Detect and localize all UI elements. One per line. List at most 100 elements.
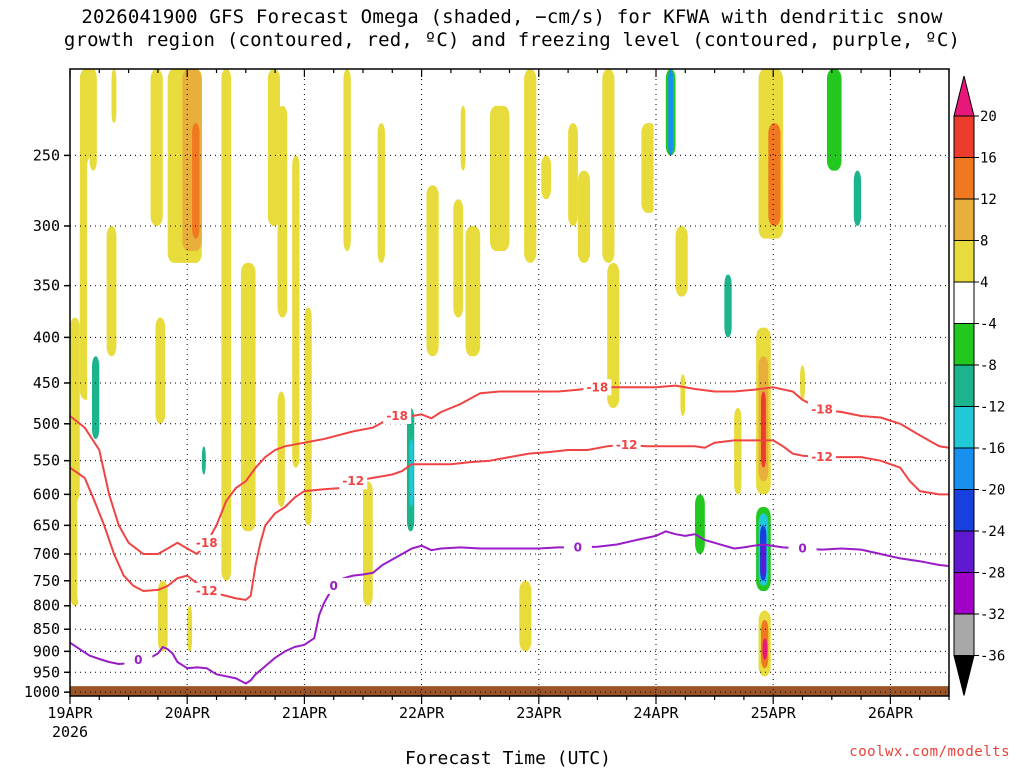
y-tick-label: 750 bbox=[33, 572, 60, 590]
colorbar-swatch bbox=[953, 406, 975, 449]
y-tick-label: 700 bbox=[33, 545, 60, 563]
omega-blob bbox=[519, 580, 532, 652]
omega-blob bbox=[870, 262, 881, 286]
omega-blob bbox=[267, 69, 280, 226]
omega-blob bbox=[541, 155, 552, 200]
chart-title: 2026041900 GFS Forecast Omega (shaded, −… bbox=[0, 6, 1024, 52]
colorbar-label: 16 bbox=[980, 151, 997, 167]
omega-blob bbox=[277, 391, 285, 508]
omega-blob bbox=[460, 105, 466, 171]
colorbar-swatch bbox=[953, 240, 975, 283]
contour-label: -12 bbox=[811, 450, 833, 464]
omega-blob bbox=[111, 69, 117, 124]
omega-blob bbox=[695, 494, 705, 555]
omega-blob bbox=[304, 307, 312, 526]
contour-label-bg bbox=[192, 534, 221, 551]
omega-blob bbox=[292, 155, 300, 468]
colorbar-swatch bbox=[953, 115, 975, 158]
omega-blob bbox=[450, 69, 456, 213]
colorbar-top-arrow bbox=[953, 75, 975, 117]
contour-label-bg bbox=[124, 651, 153, 668]
contour-label-bg bbox=[563, 539, 592, 556]
omega-blob bbox=[106, 225, 117, 357]
y-tick-label: 950 bbox=[33, 663, 60, 681]
omega-blob bbox=[441, 123, 449, 286]
contour-line bbox=[70, 439, 949, 601]
colorbar-label: -24 bbox=[980, 524, 1005, 540]
colorbar-swatch bbox=[953, 281, 975, 324]
omega-blob bbox=[438, 494, 447, 555]
colorbar-swatch bbox=[953, 613, 975, 656]
x-tick-label: 20APR bbox=[165, 704, 211, 722]
omega-blob bbox=[734, 407, 742, 495]
omega-blob bbox=[409, 438, 414, 508]
y-tick-label: 500 bbox=[33, 415, 60, 433]
omega-blob bbox=[363, 481, 373, 606]
contour-label: -18 bbox=[587, 380, 609, 394]
contour-label: 0 bbox=[134, 653, 142, 667]
omega-blob bbox=[377, 123, 385, 263]
omega-blob bbox=[607, 262, 620, 408]
omega-blob bbox=[192, 123, 200, 239]
omega-blob bbox=[201, 446, 206, 475]
colorbar-swatch bbox=[953, 157, 975, 200]
contour-lines: -18 -18 -18 -18 -12 -12 -12 -12 0 0 0 0 bbox=[70, 379, 949, 685]
contour-label-bg bbox=[192, 582, 221, 599]
y-tick-label: 400 bbox=[33, 328, 60, 346]
omega-blob bbox=[690, 374, 703, 408]
omega-blob bbox=[746, 407, 759, 526]
omega-blob bbox=[489, 105, 510, 251]
omega-blob bbox=[221, 69, 232, 581]
omega-blob bbox=[524, 69, 537, 263]
credit-text[interactable]: coolwx.com/modelts bbox=[849, 744, 1010, 760]
omega-blob bbox=[853, 170, 862, 226]
y-tick-label: 250 bbox=[33, 146, 60, 164]
omega-blob bbox=[150, 69, 163, 226]
y-tick-label: 650 bbox=[33, 516, 60, 534]
contour-label-bg bbox=[319, 577, 348, 594]
omega-shading bbox=[70, 69, 930, 677]
omega-blob bbox=[641, 624, 652, 673]
contour-label-bg bbox=[383, 407, 412, 424]
omega-blob bbox=[167, 542, 178, 606]
colorbar-swatch bbox=[953, 323, 975, 366]
colorbar-label: -32 bbox=[980, 607, 1005, 623]
colorbar-label: -12 bbox=[980, 400, 1005, 416]
y-tick-label: 850 bbox=[33, 620, 60, 638]
x-tick-label: 19APR bbox=[47, 704, 93, 722]
omega-blob bbox=[826, 69, 842, 171]
y-tick-label: 800 bbox=[33, 597, 60, 615]
contour-label: -12 bbox=[616, 438, 638, 452]
contour-label-bg bbox=[788, 540, 817, 557]
y-tick-label: 600 bbox=[33, 485, 60, 503]
omega-blob bbox=[568, 123, 578, 226]
omega-blob bbox=[890, 69, 910, 171]
colorbar-swatch bbox=[953, 572, 975, 615]
chart-title-line2: growth region (contoured, red, ºC) and f… bbox=[63, 29, 961, 51]
contour-label-bg bbox=[808, 401, 837, 418]
colorbar-swatch bbox=[953, 364, 975, 407]
omega-blob bbox=[709, 69, 725, 226]
colorbar-label: 20 bbox=[980, 109, 997, 125]
terrain-band bbox=[70, 686, 949, 696]
colorbar: 20 16 12 8 4 -4 -8 -12 -16 -20 -24 -28 -32 -36 bbox=[953, 75, 1005, 696]
omega-blob bbox=[153, 423, 161, 508]
contour-label-bg bbox=[612, 436, 641, 453]
contour-line bbox=[70, 530, 949, 685]
contour-label: -18 bbox=[386, 409, 408, 423]
colorbar-swatch bbox=[953, 198, 975, 241]
omega-blob bbox=[392, 438, 400, 652]
colorbar-swatch bbox=[953, 530, 975, 573]
colorbar-swatch bbox=[953, 489, 975, 532]
y-tick-label: 1000 bbox=[24, 683, 60, 701]
omega-blob bbox=[641, 123, 656, 213]
omega-blob bbox=[800, 365, 805, 400]
contour-label: -18 bbox=[811, 403, 833, 417]
contour-label: -12 bbox=[196, 584, 218, 598]
x-tick-label: 25APR bbox=[751, 704, 797, 722]
omega-blob bbox=[157, 580, 168, 652]
colorbar-label: 4 bbox=[980, 275, 988, 291]
contour-label-bg bbox=[808, 449, 837, 466]
colorbar-label: -28 bbox=[980, 566, 1005, 582]
colorbar-label: -4 bbox=[980, 317, 997, 333]
